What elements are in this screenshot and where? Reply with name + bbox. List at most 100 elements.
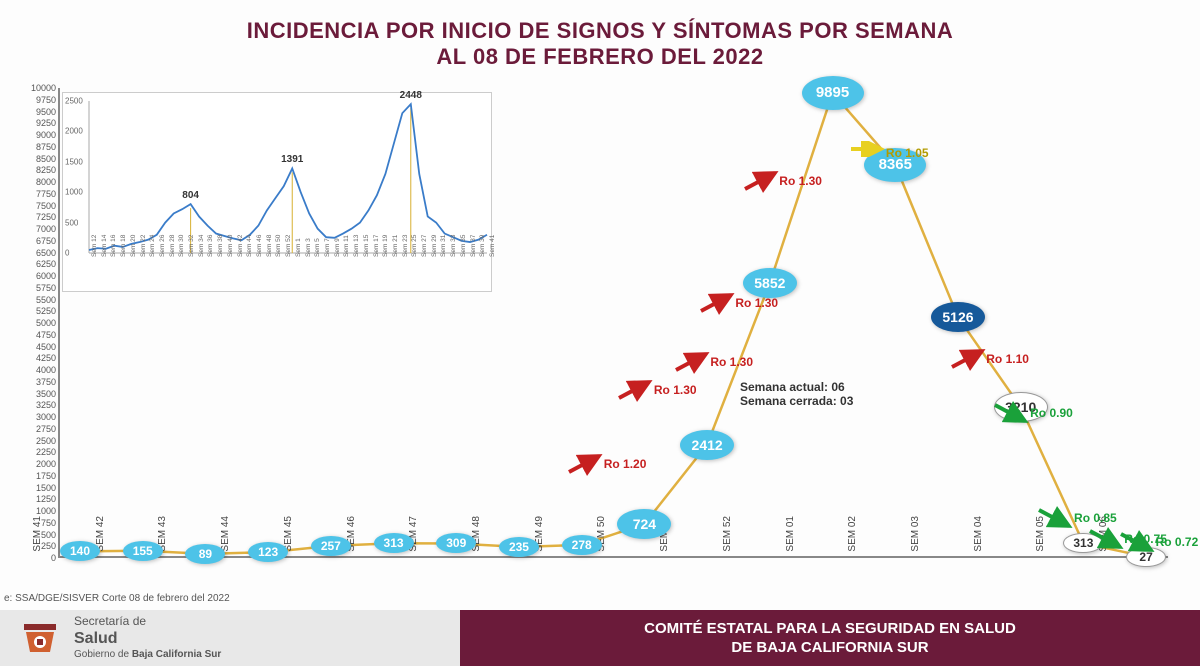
y-tick-label: 8000: [18, 177, 56, 187]
y-tick-label: 3500: [18, 389, 56, 399]
ro-arrow: [847, 141, 889, 162]
title-line-1: INCIDENCIA POR INICIO DE SIGNOS Y SÍNTOM…: [40, 18, 1160, 44]
inset-x-tick: Sem 32: [188, 235, 195, 257]
x-tick-label: SEM 03: [910, 516, 921, 566]
inset-x-tick: Sem 9: [334, 238, 341, 257]
inset-y-tick: 1000: [65, 188, 83, 197]
inset-y-tick: 1500: [65, 157, 83, 166]
inset-peak-label: 2448: [400, 90, 422, 101]
y-tick-label: 2000: [18, 459, 56, 469]
y-tick-label: 3000: [18, 412, 56, 422]
inset-x-tick: Sem 21: [392, 235, 399, 257]
inset-x-tick: Sem 7: [324, 238, 331, 257]
inset-x-tick: Sem 25: [411, 235, 418, 257]
inset-x-tick: Sem 30: [178, 235, 185, 257]
data-point-bubble: 235: [499, 537, 539, 557]
ro-arrow: [565, 452, 607, 481]
footer-left: Secretaría de Salud Gobierno de Baja Cal…: [0, 610, 460, 666]
inset-x-tick: Sem 28: [169, 235, 176, 257]
x-tick-label: SEM 45: [283, 516, 294, 566]
ro-arrow: [1117, 530, 1159, 559]
y-tick-label: 3250: [18, 400, 56, 410]
inset-x-tick: Sem 14: [101, 235, 108, 257]
x-tick-label: SEM 41: [32, 516, 43, 566]
org-line-3: Gobierno de Baja California Sur: [74, 649, 221, 662]
inset-x-tick: Sem 35: [460, 235, 467, 257]
data-point-bubble: 724: [617, 509, 671, 539]
inset-y-tick: 500: [65, 218, 78, 227]
y-tick-label: 9250: [18, 118, 56, 128]
arrow-up-icon: [948, 347, 990, 371]
footer: Secretaría de Salud Gobierno de Baja Cal…: [0, 610, 1200, 666]
ro-arrow: [1035, 506, 1077, 535]
x-tick-label: SEM 02: [847, 516, 858, 566]
inset-x-tick: Sem 19: [382, 235, 389, 257]
inset-x-tick: Sem 1: [295, 238, 302, 257]
ro-label: Ro 1.30: [779, 174, 822, 188]
y-tick-label: 4250: [18, 353, 56, 363]
inset-x-tick: Sem 12: [91, 235, 98, 257]
y-tick-label: 4000: [18, 365, 56, 375]
inset-x-tick: Sem 17: [373, 235, 380, 257]
inset-x-tick: Sem 50: [275, 235, 282, 257]
data-point-bubble: 5126: [931, 302, 985, 332]
arrow-up-icon: [697, 291, 739, 315]
y-tick-label: 7000: [18, 224, 56, 234]
inset-y-tick: 0: [65, 249, 69, 258]
info-box: Semana actual: 06 Semana cerrada: 03: [740, 380, 853, 408]
y-tick-label: 5250: [18, 306, 56, 316]
arrow-down-icon: [1035, 506, 1077, 530]
ro-arrow: [672, 350, 714, 379]
y-tick-label: 1250: [18, 494, 56, 504]
inset-line-svg: [63, 93, 491, 291]
y-tick-label: 2750: [18, 424, 56, 434]
ro-arrow: [741, 169, 783, 198]
y-tick-label: 4750: [18, 330, 56, 340]
y-tick-label: 8750: [18, 142, 56, 152]
data-point-bubble: 155: [123, 541, 163, 561]
inset-x-tick: Sem 44: [246, 235, 253, 257]
inset-x-tick: Sem 27: [421, 235, 428, 257]
y-tick-label: 9500: [18, 107, 56, 117]
data-point-bubble: 313: [374, 533, 414, 553]
y-tick-label: 6250: [18, 259, 56, 269]
inset-x-tick: Sem 42: [237, 235, 244, 257]
info-line-1: Semana actual: 06: [740, 380, 853, 394]
inset-x-tick: Sem 46: [256, 235, 263, 257]
y-tick-label: 1000: [18, 506, 56, 516]
footer-org-text: Secretaría de Salud Gobierno de Baja Cal…: [74, 614, 221, 662]
ro-arrow: [948, 347, 990, 376]
org-line-2: Salud: [74, 629, 221, 649]
arrow-right-icon: [847, 141, 889, 157]
inset-x-tick: Sem 37: [470, 235, 477, 257]
info-line-2: Semana cerrada: 03: [740, 394, 853, 408]
inset-x-tick: Sem 13: [353, 235, 360, 257]
inset-x-tick: Sem 11: [343, 235, 350, 257]
y-tick-label: 6500: [18, 248, 56, 258]
source-text: e: SSA/DGE/SISVER Corte 08 de febrero de…: [4, 593, 230, 604]
inset-x-tick: Sem 39: [479, 235, 486, 257]
inset-x-tick: Sem 29: [431, 235, 438, 257]
inset-x-tick: Sem 16: [110, 235, 117, 257]
ro-label: Ro 1.05: [886, 146, 929, 160]
inset-x-tick: Sem 23: [402, 235, 409, 257]
inset-x-tick: Sem 24: [149, 235, 156, 257]
inset-x-tick: Sem 34: [198, 235, 205, 257]
inset-x-tick: Sem 52: [285, 235, 292, 257]
inset-x-tick: Sem 18: [120, 235, 127, 257]
ro-label: Ro 1.30: [735, 296, 778, 310]
org-line-1: Secretaría de: [74, 614, 221, 629]
arrow-down-icon: [991, 401, 1033, 425]
ro-label: Ro 1.30: [710, 355, 753, 369]
footer-committee: COMITÉ ESTATAL PARA LA SEGURIDAD EN SALU…: [460, 610, 1200, 666]
y-tick-label: 7250: [18, 212, 56, 222]
inset-x-tick: Sem 36: [207, 235, 214, 257]
inset-x-tick: Sem 22: [140, 235, 147, 257]
arrow-down-icon: [1117, 530, 1159, 554]
y-tick-label: 8500: [18, 154, 56, 164]
ro-arrow: [991, 401, 1033, 430]
x-tick-label: SEM 43: [157, 516, 168, 566]
inset-x-tick: Sem 48: [266, 235, 273, 257]
y-tick-label: 2250: [18, 447, 56, 457]
y-tick-label: 4500: [18, 342, 56, 352]
